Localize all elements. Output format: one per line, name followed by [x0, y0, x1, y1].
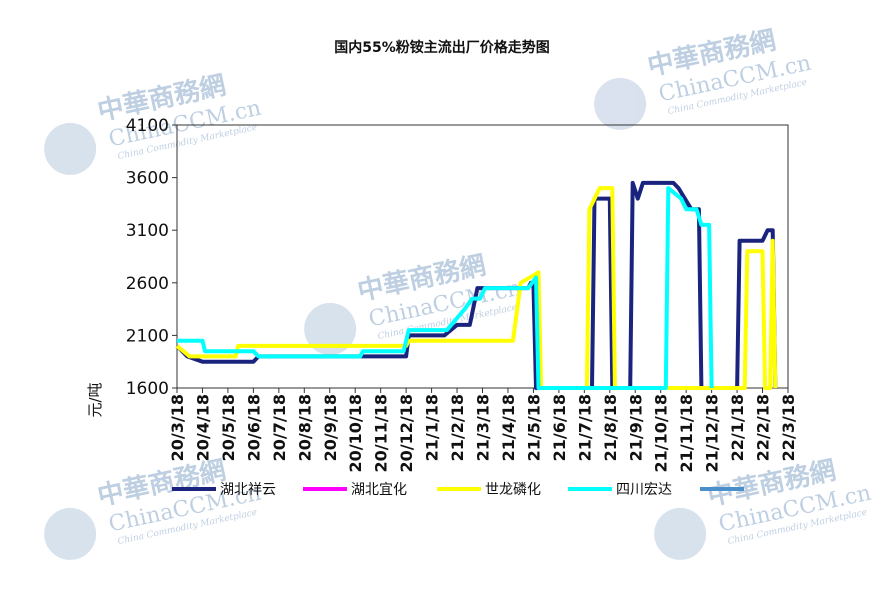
x-axis: 20/3/18 20/4/18 20/5/18 20/6/18 20/7/18 20/8/…: [168, 388, 798, 472]
x-tick-label: 20/8/18: [295, 394, 314, 461]
x-tick-label: 21/3/18: [474, 394, 493, 461]
series-layer: [175, 180, 778, 390]
globe-icon: [44, 507, 97, 560]
x-tick-label: 20/9/18: [321, 394, 340, 461]
legend-label: 湖北祥云: [220, 482, 276, 498]
legend-label: 世龙磷化: [485, 482, 541, 498]
x-tick-label: 22/3/18: [779, 394, 798, 461]
y-tick-label: 1600: [126, 379, 169, 399]
x-tick-label: 20/5/18: [219, 394, 238, 461]
y-tick-label: 2600: [126, 274, 169, 294]
x-tick-label: 20/3/18: [168, 394, 187, 461]
series-line-3: [177, 186, 714, 390]
y-tick-label: 3100: [126, 221, 169, 241]
x-tick-label: 21/6/18: [550, 394, 569, 461]
x-tick-label: 21/9/18: [626, 394, 645, 461]
x-tick-label: 20/4/18: [193, 394, 212, 461]
y-tick-label: 3600: [126, 169, 169, 189]
y-axis-label: 元/吨: [86, 382, 104, 417]
x-tick-label: 21/10/18: [652, 394, 671, 472]
y-axis: 1600 2100 2600 3100 3600 4100: [126, 116, 177, 399]
x-tick-label: 20/10/18: [346, 394, 365, 472]
legend: 湖北祥云 湖北宜化 世龙磷化 四川宏达: [172, 482, 744, 498]
x-tick-label: 21/11/18: [677, 394, 696, 472]
legend-label: 四川宏达: [616, 482, 672, 498]
globe-icon: [654, 507, 707, 560]
x-tick-label: 21/7/18: [575, 394, 594, 461]
globe-icon: [44, 122, 97, 175]
x-tick-label: 20/7/18: [270, 394, 289, 461]
x-tick-label: 20/12/18: [397, 394, 416, 472]
y-tick-label: 4100: [126, 116, 169, 136]
legend-label: 湖北宜化: [351, 482, 407, 498]
globe-icon: [304, 302, 357, 355]
x-tick-label: 20/11/18: [372, 394, 391, 472]
x-tick-label: 21/8/18: [601, 394, 620, 461]
globe-icon: [594, 77, 647, 130]
x-tick-label: 21/4/18: [499, 394, 518, 461]
y-tick-label: 2100: [126, 326, 169, 346]
series-line-2: [175, 186, 778, 390]
x-tick-label: 22/1/18: [728, 394, 747, 461]
x-tick-label: 22/2/18: [754, 394, 773, 461]
series-line-0: [175, 180, 778, 390]
chart-title: 国内55%粉铵主流出厂价格走势图: [334, 39, 550, 56]
x-tick-label: 21/12/18: [703, 394, 722, 472]
x-tick-label: 21/2/18: [448, 394, 467, 461]
x-tick-label: 20/6/18: [244, 394, 263, 461]
x-tick-label: 21/1/18: [423, 394, 442, 461]
x-tick-label: 21/5/18: [524, 394, 543, 461]
